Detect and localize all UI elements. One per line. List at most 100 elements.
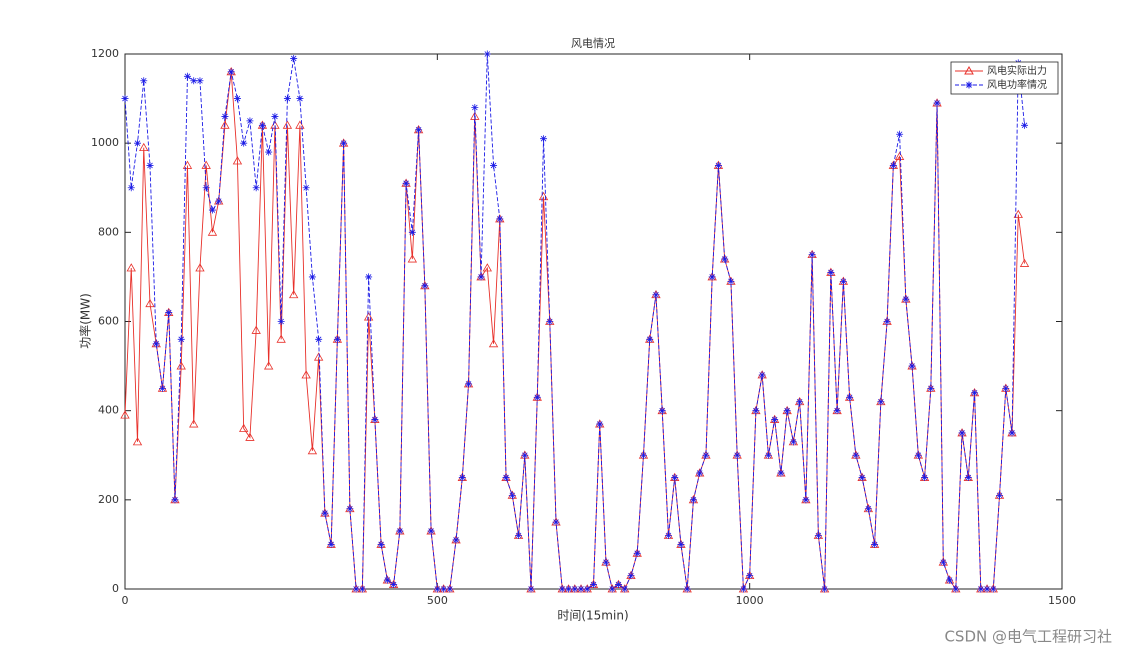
point-marker [689, 496, 697, 504]
point-marker [996, 491, 1004, 499]
y-tick-label: 0 [112, 582, 119, 595]
point-marker [189, 419, 199, 428]
point-marker [277, 318, 285, 325]
point-marker [808, 251, 816, 259]
point-marker [296, 95, 304, 103]
point-marker [276, 334, 286, 343]
point-marker [302, 184, 310, 192]
point-marker [145, 298, 155, 308]
point-marker [908, 362, 916, 370]
point-marker [902, 295, 910, 303]
point-marker [246, 117, 254, 125]
y-tick-label: 600 [98, 315, 119, 328]
point-marker [483, 50, 491, 58]
point-marker [238, 423, 249, 432]
y-tick-label: 400 [98, 404, 119, 417]
point-marker [639, 451, 647, 459]
point-marker [313, 352, 324, 361]
point-marker [590, 581, 597, 589]
point-marker [265, 148, 273, 156]
y-axis-label: 功率(MW) [78, 293, 93, 349]
y-tick-label: 800 [98, 225, 119, 238]
y-tick-label: 1200 [91, 47, 119, 60]
point-marker [921, 474, 929, 482]
point-marker [127, 184, 135, 192]
point-marker [664, 532, 672, 539]
point-marker [139, 142, 149, 152]
point-marker [914, 451, 922, 459]
point-marker [258, 121, 266, 129]
point-marker [458, 474, 466, 482]
x-tick-label: 1000 [736, 594, 764, 607]
point-marker [288, 289, 299, 299]
point-marker [702, 451, 710, 459]
legend-marker [965, 81, 973, 89]
point-marker [126, 263, 136, 272]
point-marker [733, 451, 741, 459]
point-marker [165, 309, 173, 317]
point-marker [120, 410, 130, 419]
point-marker [240, 139, 248, 147]
point-marker [540, 135, 548, 143]
point-marker [440, 585, 448, 593]
point-marker [508, 491, 516, 499]
point-marker [952, 585, 960, 593]
point-marker [490, 161, 498, 169]
point-marker [621, 585, 629, 593]
point-marker [371, 416, 379, 424]
point-marker [933, 99, 941, 107]
point-marker [658, 407, 666, 415]
point-marker [552, 518, 560, 526]
legend-label: 风电实际出力 [987, 64, 1047, 77]
point-marker [1013, 209, 1023, 218]
point-marker [839, 277, 847, 285]
point-marker [602, 558, 610, 566]
axes-box [124, 53, 1063, 590]
point-marker [471, 104, 479, 111]
point-marker [452, 536, 460, 544]
point-marker [221, 112, 229, 120]
legend-marker [964, 65, 974, 75]
x-axis-label: 时间(15min) [557, 609, 628, 623]
point-marker [896, 130, 904, 138]
point-marker [201, 160, 211, 169]
point-marker [232, 156, 243, 165]
point-marker [202, 184, 210, 192]
point-marker [227, 68, 235, 76]
point-marker [433, 585, 441, 593]
point-marker [290, 54, 298, 62]
point-marker [877, 398, 885, 406]
y-tick-label: 1000 [91, 136, 119, 149]
point-marker [533, 393, 541, 401]
point-marker [727, 277, 735, 285]
point-marker [390, 581, 398, 589]
point-marker [158, 384, 166, 392]
point-marker [721, 255, 729, 263]
point-marker [352, 585, 360, 593]
point-marker [777, 469, 785, 477]
point-marker [758, 371, 766, 379]
chart-title: 风电情况 [571, 37, 615, 50]
point-marker [140, 77, 148, 85]
point-marker [220, 120, 230, 129]
point-marker [327, 540, 335, 548]
point-marker [708, 273, 716, 281]
point-marker [402, 179, 410, 187]
point-marker [177, 335, 185, 343]
point-marker [363, 312, 374, 321]
point-marker [739, 585, 747, 593]
point-marker [207, 227, 218, 236]
point-marker [315, 335, 323, 343]
point-marker [989, 585, 997, 593]
point-marker [245, 432, 255, 441]
point-marker [396, 527, 404, 535]
point-marker [282, 120, 293, 129]
point-marker [614, 581, 622, 589]
point-marker [196, 77, 204, 85]
point-marker [133, 139, 141, 147]
point-marker [496, 215, 504, 223]
point-marker [852, 451, 860, 459]
point-marker [558, 585, 566, 593]
point-marker [183, 72, 191, 80]
